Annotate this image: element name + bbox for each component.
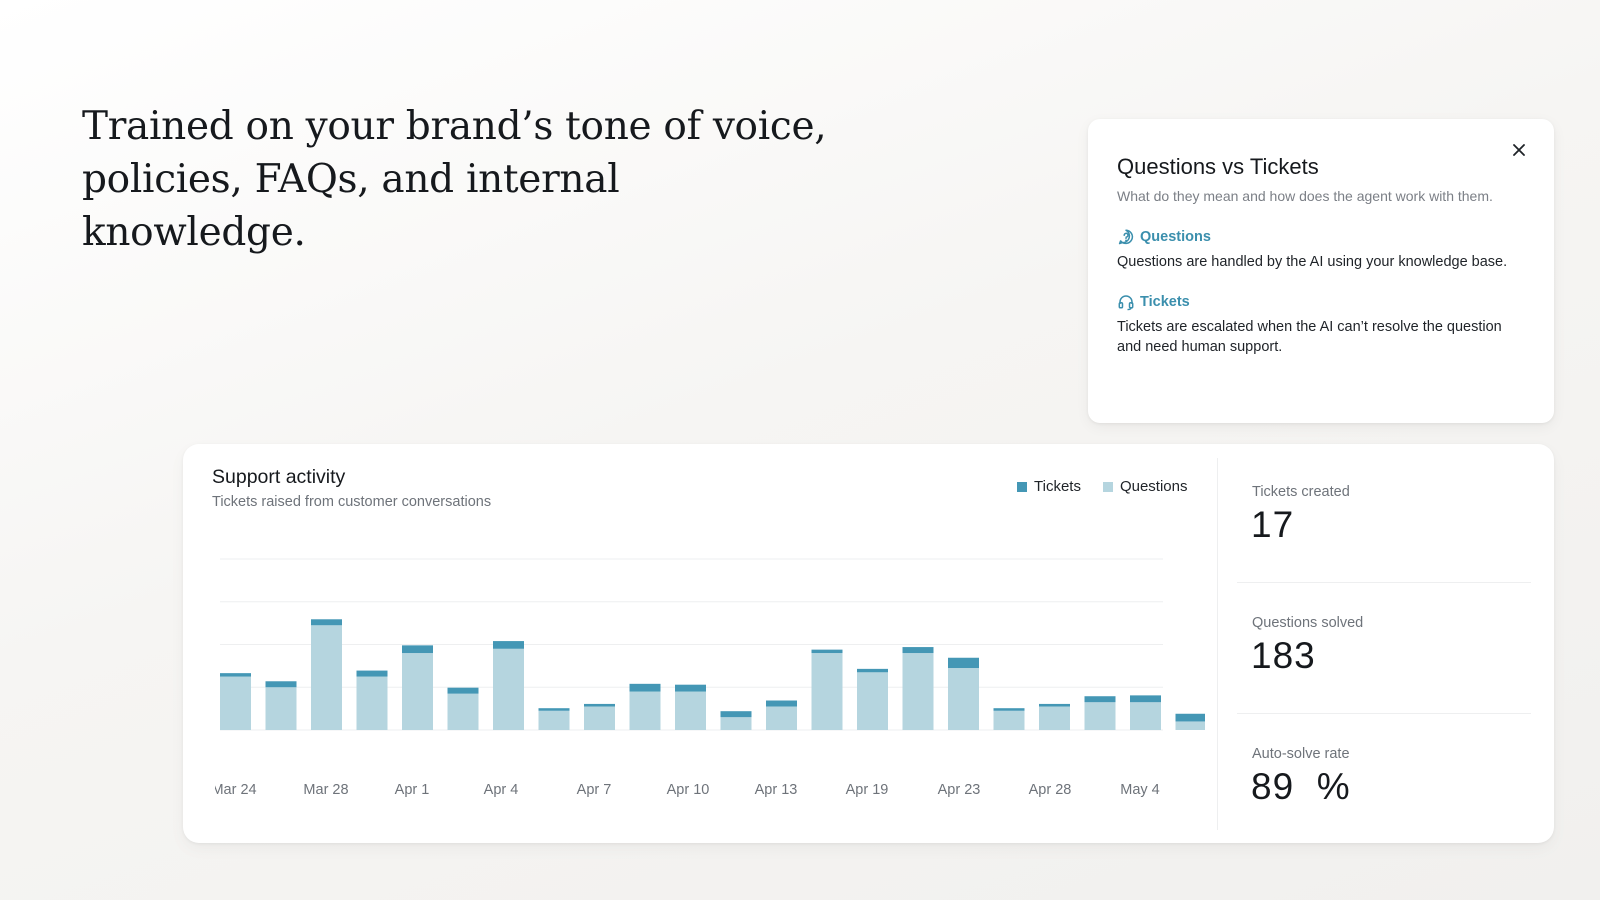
bar-tickets[interactable] — [857, 668, 888, 673]
bar-questions[interactable] — [766, 706, 797, 730]
bar-tickets[interactable] — [629, 683, 661, 692]
bar-tickets[interactable] — [311, 619, 342, 626]
bar-questions[interactable] — [402, 653, 433, 730]
questions-description: Questions are handled by the AI using yo… — [1117, 254, 1508, 270]
bar-questions[interactable] — [311, 625, 342, 730]
bar-tickets[interactable] — [447, 687, 479, 694]
legend-swatch-tickets — [1017, 481, 1027, 492]
legend-label-tickets: Tickets — [1034, 478, 1081, 495]
stat-label: Questions solved — [1252, 615, 1364, 631]
bar-questions[interactable] — [538, 710, 570, 730]
close-button[interactable] — [1508, 139, 1530, 161]
bar-tickets[interactable] — [811, 649, 843, 654]
x-tick-label: Apr 23 — [938, 782, 981, 798]
x-tick-label: Apr 4 — [484, 782, 519, 798]
x-tick-label: Apr 13 — [755, 782, 798, 798]
bar-tickets[interactable] — [220, 673, 251, 677]
legend-label-questions: Questions — [1119, 478, 1188, 495]
chart-title: Support activity — [212, 466, 346, 488]
bar-questions[interactable] — [220, 676, 251, 730]
bar-tickets[interactable] — [402, 645, 433, 654]
x-tick-label: Apr 28 — [1029, 782, 1072, 798]
bar-tickets[interactable] — [993, 708, 1025, 711]
stats-divider — [1217, 458, 1218, 830]
bar-questions[interactable] — [675, 691, 706, 730]
stats-panel: Tickets created 17 Questions solved 183 … — [1237, 444, 1531, 843]
bar-questions[interactable] — [993, 710, 1025, 730]
stat-value: 183 — [1251, 635, 1316, 676]
bar-tickets[interactable] — [265, 681, 297, 688]
x-tick-label: Apr 1 — [395, 782, 430, 798]
bar-tickets[interactable] — [902, 647, 934, 654]
legend-swatch-questions — [1102, 481, 1113, 492]
bar-tickets[interactable] — [948, 657, 979, 669]
stat-divider — [1237, 582, 1531, 583]
x-tick-label: Mar 24 — [215, 782, 257, 798]
close-icon — [1513, 144, 1525, 156]
bar-questions[interactable] — [493, 648, 524, 730]
legend-item-tickets[interactable]: Tickets — [1017, 478, 1081, 495]
x-tick-label: Apr 7 — [577, 782, 612, 798]
questions-heading: Questions — [1117, 226, 1526, 248]
bar-questions[interactable] — [1130, 702, 1161, 730]
stat-value: 89 % — [1251, 766, 1351, 807]
bar-tickets[interactable] — [493, 641, 524, 649]
bar-questions[interactable] — [356, 676, 388, 730]
tickets-label: Tickets — [1140, 294, 1190, 310]
bar-tickets[interactable] — [584, 703, 615, 707]
bar-questions[interactable] — [857, 672, 888, 730]
questions-vs-tickets-popover: Questions vs Tickets What do they mean a… — [1088, 119, 1554, 423]
bar-tickets[interactable] — [675, 684, 706, 692]
popover-subtitle: What do they mean and how does the agent… — [1117, 188, 1493, 204]
headline-line-2: policies, FAQs, and internal knowledge. — [82, 157, 620, 255]
bar-tickets[interactable] — [356, 670, 388, 677]
x-tick-label: Mar 28 — [303, 782, 348, 798]
bar-questions[interactable] — [902, 653, 934, 730]
bar-questions[interactable] — [1175, 721, 1206, 730]
x-tick-label: Apr 19 — [846, 782, 889, 798]
stat-divider — [1237, 713, 1531, 714]
chat-question-icon — [1118, 229, 1134, 245]
stat-questions-solved: Questions solved 183 — [1237, 575, 1531, 706]
questions-section: Questions Questions are handled by the A… — [1117, 226, 1526, 272]
bar-tickets[interactable] — [1175, 713, 1206, 722]
tickets-heading: Tickets — [1117, 291, 1526, 313]
bar-tickets[interactable] — [1130, 695, 1161, 703]
bar-questions[interactable] — [265, 687, 297, 730]
chart-subtitle: Tickets raised from customer conversatio… — [212, 494, 492, 510]
bar-tickets[interactable] — [720, 711, 752, 718]
bar-tickets[interactable] — [766, 700, 797, 707]
bar-questions[interactable] — [948, 668, 979, 730]
legend-item-questions[interactable]: Questions — [1102, 478, 1188, 495]
support-activity-card: Support activity Tickets raised from cus… — [183, 444, 1554, 843]
bar-tickets[interactable] — [1084, 696, 1116, 703]
questions-label: Questions — [1140, 229, 1211, 245]
bar-tickets[interactable] — [538, 708, 570, 711]
bar-questions[interactable] — [447, 693, 479, 730]
headline-line-1: Trained on your brand’s tone of voice, — [82, 104, 827, 149]
bar-tickets[interactable] — [1039, 703, 1070, 707]
bar-questions[interactable] — [720, 717, 752, 730]
x-tick-label: Apr 10 — [667, 782, 710, 798]
bar-questions[interactable] — [1039, 706, 1070, 730]
bar-questions[interactable] — [629, 691, 661, 730]
chart-legend: Tickets Questions — [1017, 478, 1188, 495]
stat-auto-solve-rate: Auto-solve rate 89 % — [1237, 706, 1531, 837]
bar-questions[interactable] — [811, 653, 843, 730]
support-activity-chart: Mar 24 Mar 28 Apr 1 Apr 4 Apr 7 Apr 10 Apr 13 A… — [215, 558, 1206, 798]
stat-tickets-created: Tickets created 17 — [1237, 444, 1531, 575]
bar-questions[interactable] — [584, 706, 615, 730]
tickets-description: Tickets are escalated when the AI can’t … — [1117, 319, 1502, 355]
bar-questions[interactable] — [1084, 702, 1116, 730]
stat-value: 17 — [1251, 504, 1295, 545]
tickets-section: Tickets Tickets are escalated when the A… — [1117, 291, 1526, 357]
headline: Trained on your brand’s tone of voice, p… — [82, 100, 842, 259]
stat-label: Tickets created — [1252, 484, 1350, 500]
headset-icon — [1118, 295, 1134, 311]
popover-title: Questions vs Tickets — [1117, 154, 1319, 179]
stat-label: Auto-solve rate — [1252, 746, 1350, 762]
x-tick-label: May 4 — [1120, 782, 1160, 798]
